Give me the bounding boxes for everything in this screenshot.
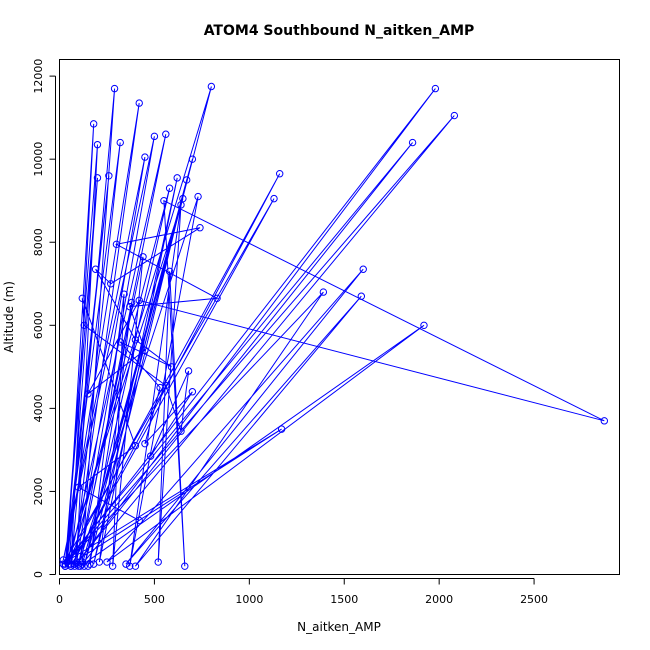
data-point [93, 140, 102, 149]
y-axis-label: Altitude (m) [2, 281, 16, 353]
data-point [70, 562, 79, 570]
data-point [108, 562, 117, 570]
x-tick-label: 2000 [425, 593, 453, 606]
data-point [184, 367, 193, 375]
data-point [120, 290, 128, 298]
chart-title: ATOM4 Southbound N_aitken_AMP [204, 23, 475, 39]
x-axis: 0 500 1000 1500 2000 2500 [56, 578, 548, 606]
data-point [74, 483, 83, 491]
data-point [126, 562, 134, 570]
y-tick-label: 2000 [32, 477, 45, 505]
data-point [91, 265, 100, 273]
x-tick-label: 0 [56, 593, 63, 606]
data-point [141, 346, 149, 354]
data-point [276, 170, 284, 178]
data-point [131, 442, 140, 450]
x-axis-label: N_aitken_AMP [297, 620, 381, 634]
y-tick-label: 6000 [32, 311, 45, 339]
data-point [207, 82, 216, 91]
y-tick-label: 10000 [32, 142, 45, 177]
plot-frame [59, 59, 620, 575]
data-point [107, 280, 115, 288]
data-point [450, 111, 459, 120]
data-point [420, 321, 428, 330]
data-point [122, 560, 130, 568]
data-point [194, 192, 202, 201]
x-tick-label: 500 [144, 593, 165, 606]
data-point [213, 294, 221, 303]
data-point [103, 558, 111, 566]
data-point [74, 560, 83, 568]
data-point [162, 381, 170, 390]
series-line [62, 86, 605, 567]
data-point [67, 560, 75, 568]
y-tick-label: 0 [32, 571, 45, 578]
data-layer [59, 82, 609, 570]
data-point [357, 292, 366, 300]
data-point [84, 390, 92, 398]
data-point [181, 562, 189, 570]
data-point [167, 363, 176, 371]
data-point [160, 197, 168, 205]
data-point [65, 556, 73, 564]
data-point [61, 560, 69, 568]
data-point [80, 321, 88, 330]
data-point [277, 425, 286, 433]
data-point [188, 388, 197, 396]
data-point [116, 138, 124, 147]
data-point [63, 558, 71, 566]
data-point [600, 417, 609, 425]
data-point [135, 296, 143, 305]
data-point [408, 138, 417, 147]
data-point [95, 558, 104, 566]
y-tick-label: 8000 [32, 228, 45, 256]
data-point [126, 302, 134, 311]
data-point [150, 132, 159, 141]
data-point [86, 560, 94, 568]
data-point [146, 452, 155, 460]
data-point [188, 155, 197, 163]
data-point [105, 172, 113, 180]
data-point [131, 336, 140, 344]
data-point [177, 427, 185, 435]
data-point [131, 562, 140, 570]
data-point [112, 240, 121, 249]
y-axis: 0 2000 4000 6000 8000 10000 12000 [32, 59, 56, 578]
data-point [139, 253, 147, 261]
data-point [270, 194, 278, 203]
data-point [127, 298, 136, 307]
data-point [173, 174, 181, 182]
data-point [162, 130, 170, 138]
data-point [135, 99, 143, 107]
data-point [359, 265, 367, 273]
data-point [177, 201, 185, 209]
data-point [165, 267, 174, 276]
data-point [78, 558, 86, 566]
data-point [76, 562, 85, 570]
data-point [93, 174, 102, 182]
data-point [154, 558, 162, 566]
data-point [141, 153, 149, 161]
data-point [74, 562, 83, 570]
data-point [110, 84, 119, 93]
x-tick-label: 1000 [235, 593, 263, 606]
data-point [182, 176, 191, 184]
x-tick-label: 1500 [330, 593, 358, 606]
y-tick-label: 4000 [32, 394, 45, 422]
data-point [135, 516, 143, 525]
data-point [89, 120, 98, 128]
y-tick-label: 12000 [32, 59, 45, 94]
data-point [141, 439, 149, 448]
data-point [196, 224, 204, 232]
data-point [59, 560, 67, 568]
data-point [319, 288, 328, 296]
data-point [116, 338, 124, 346]
data-point [78, 294, 86, 303]
x-tick-label: 2500 [520, 593, 548, 606]
data-point [165, 184, 174, 192]
data-point [431, 84, 440, 93]
